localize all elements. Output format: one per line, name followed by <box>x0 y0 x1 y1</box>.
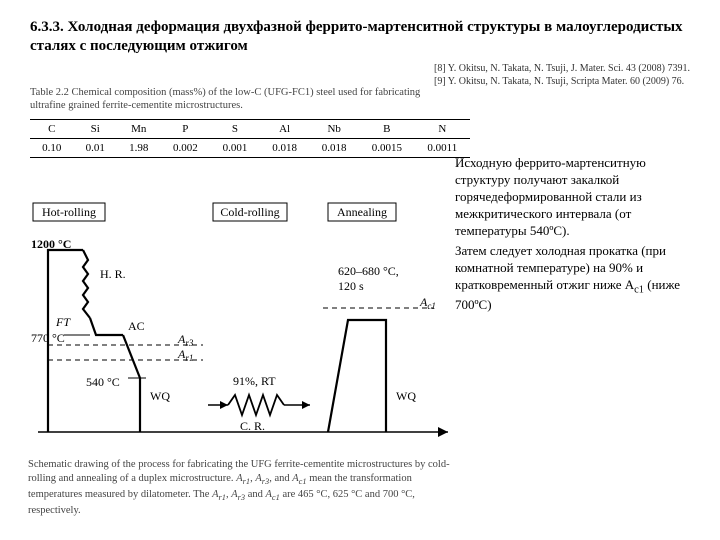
val-mn: 1.98 <box>117 138 161 157</box>
diagram-caption: Schematic drawing of the process for fab… <box>28 458 458 517</box>
ac-slope <box>123 335 140 378</box>
composition-table: C Si Mn P S Al Nb B N 0.10 0.01 1.98 0.0… <box>30 119 470 158</box>
val-s: 0.001 <box>210 138 260 157</box>
val-al: 0.018 <box>260 138 310 157</box>
reference-1: [8] Y. Okitsu, N. Takata, N. Tsuji, J. M… <box>434 62 690 75</box>
label-ac: AC <box>128 319 145 333</box>
col-c: C <box>30 119 74 138</box>
references: [8] Y. Okitsu, N. Takata, N. Tsuji, J. M… <box>434 62 690 88</box>
val-c: 0.10 <box>30 138 74 157</box>
label-hr: H. R. <box>100 267 126 281</box>
table-row: 0.10 0.01 1.98 0.002 0.001 0.018 0.018 0… <box>30 138 470 157</box>
col-s: S <box>210 119 260 138</box>
val-b: 0.0015 <box>359 138 415 157</box>
slide: 6.3.3. Холодная деформация двухфазной фе… <box>0 0 720 540</box>
label-ann-time: 120 s <box>338 279 364 293</box>
col-b: B <box>359 119 415 138</box>
label-ar1: Ar1 <box>177 347 193 363</box>
col-mn: Mn <box>117 119 161 138</box>
label-ac1: Ac1 <box>419 295 436 311</box>
col-n: N <box>415 119 470 138</box>
val-nb: 0.018 <box>309 138 359 157</box>
label-wq2: WQ <box>396 389 416 403</box>
body-text: Исходную феррито-мартенситную структуру … <box>455 155 700 318</box>
label-cr: C. R. <box>240 419 265 433</box>
col-si: Si <box>74 119 118 138</box>
col-al: Al <box>260 119 310 138</box>
section-title: 6.3.3. Холодная деформация двухфазной фе… <box>30 18 690 56</box>
svg-text:Annealing: Annealing <box>337 205 387 219</box>
label-coldrt: 91%, RT <box>233 374 276 388</box>
label-ft: FT <box>55 315 71 329</box>
process-diagram: Hot-rolling Cold-rolling Annealing 1200 … <box>28 200 458 450</box>
label-wq1: WQ <box>150 389 170 403</box>
table-header-row: C Si Mn P S Al Nb B N <box>30 119 470 138</box>
box-cold-rolling: Cold-rolling <box>213 203 287 221</box>
label-770c: 770 °C <box>31 331 65 345</box>
svg-text:Cold-rolling: Cold-rolling <box>220 205 279 219</box>
cooling-to-ft <box>90 318 123 335</box>
reference-2: [9] Y. Okitsu, N. Takata, N. Tsuji, Scri… <box>434 75 690 88</box>
table-caption: Table 2.2 Chemical composition (mass%) o… <box>30 86 450 113</box>
body-paragraph-1: Исходную феррито-мартенситную структуру … <box>455 155 700 239</box>
label-ann-temp: 620–680 °C, <box>338 264 399 278</box>
col-p: P <box>161 119 211 138</box>
val-p: 0.002 <box>161 138 211 157</box>
hot-rolling-zigzag <box>83 250 90 318</box>
process-diagram-svg: Hot-rolling Cold-rolling Annealing 1200 … <box>28 200 458 450</box>
label-ar3: Ar3 <box>177 332 194 348</box>
time-axis-arrow <box>438 427 448 437</box>
cold-rolling-group: 91%, RT C. R. <box>208 374 310 433</box>
svg-text:Hot-rolling: Hot-rolling <box>42 205 96 219</box>
box-annealing: Annealing <box>328 203 396 221</box>
body-p2-sub: c1 <box>634 285 644 296</box>
label-1200c: 1200 °C <box>31 237 71 251</box>
annealing-group: 620–680 °C, 120 s WQ Ac1 <box>323 264 436 432</box>
col-nb: Nb <box>309 119 359 138</box>
box-hot-rolling: Hot-rolling <box>33 203 105 221</box>
label-540c: 540 °C <box>86 375 120 389</box>
val-si: 0.01 <box>74 138 118 157</box>
body-paragraph-2: Затем следует холодная прокатка (при ком… <box>455 243 700 314</box>
